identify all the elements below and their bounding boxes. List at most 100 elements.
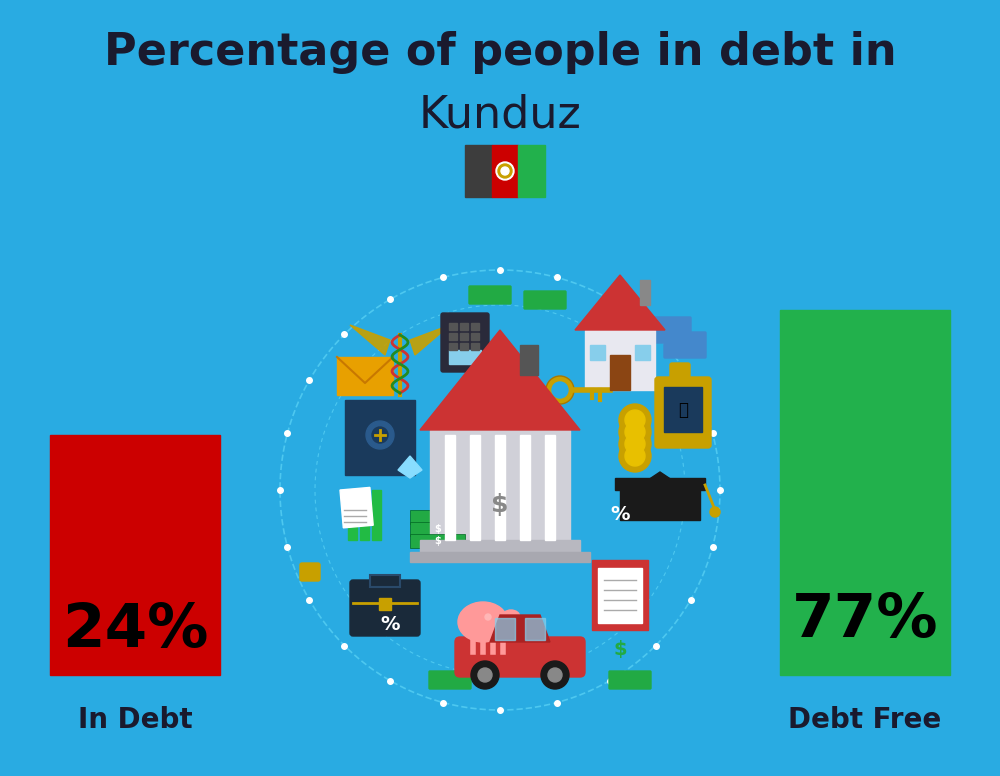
Bar <box>470 435 480 540</box>
Circle shape <box>552 382 568 398</box>
Circle shape <box>710 507 720 517</box>
Circle shape <box>625 422 645 442</box>
Text: $: $ <box>435 512 441 522</box>
Circle shape <box>478 668 492 682</box>
Circle shape <box>625 434 645 454</box>
Text: $: $ <box>613 640 627 660</box>
Circle shape <box>546 376 574 404</box>
Text: %: % <box>610 505 630 525</box>
Bar <box>445 435 455 540</box>
Bar <box>410 534 465 548</box>
Bar <box>460 333 468 340</box>
Bar <box>379 598 391 610</box>
Circle shape <box>366 421 394 449</box>
Bar <box>410 522 465 536</box>
Bar <box>471 343 479 350</box>
Text: Debt Free: Debt Free <box>788 706 942 734</box>
Circle shape <box>485 614 491 620</box>
Bar <box>598 568 642 623</box>
Polygon shape <box>420 330 580 430</box>
Circle shape <box>625 410 645 430</box>
Text: 24%: 24% <box>62 601 208 660</box>
Circle shape <box>619 440 651 472</box>
Bar <box>492 145 518 197</box>
Bar <box>592 560 648 630</box>
Bar <box>460 323 468 330</box>
Bar <box>525 618 545 640</box>
Bar <box>610 355 630 390</box>
Bar <box>640 280 650 305</box>
Text: Percentage of people in debt in: Percentage of people in debt in <box>104 30 896 74</box>
FancyBboxPatch shape <box>670 363 690 381</box>
Text: 77%: 77% <box>792 591 938 650</box>
Bar <box>495 618 515 640</box>
Text: %: % <box>380 615 400 635</box>
Bar <box>545 435 555 540</box>
Circle shape <box>541 661 569 689</box>
Bar <box>372 490 381 540</box>
FancyBboxPatch shape <box>441 313 489 372</box>
Bar <box>420 540 580 552</box>
FancyBboxPatch shape <box>609 671 651 689</box>
Bar <box>520 435 530 540</box>
Bar <box>348 520 357 540</box>
Bar <box>449 323 457 330</box>
Bar <box>471 333 479 340</box>
Bar <box>345 400 415 475</box>
Polygon shape <box>645 472 675 492</box>
Circle shape <box>619 428 651 460</box>
Bar <box>449 350 481 364</box>
Polygon shape <box>350 325 390 355</box>
Bar <box>50 435 220 675</box>
Polygon shape <box>490 615 550 642</box>
FancyBboxPatch shape <box>429 671 471 689</box>
Bar <box>360 505 369 540</box>
Bar <box>465 145 492 197</box>
Text: $: $ <box>435 536 441 546</box>
Ellipse shape <box>458 602 508 642</box>
Bar <box>590 345 605 360</box>
Circle shape <box>496 162 514 180</box>
Bar <box>460 343 468 350</box>
Bar <box>471 323 479 330</box>
Text: In Debt: In Debt <box>78 706 192 734</box>
FancyBboxPatch shape <box>300 563 320 581</box>
Bar <box>635 345 650 360</box>
FancyBboxPatch shape <box>455 637 585 677</box>
Polygon shape <box>398 456 422 478</box>
Circle shape <box>471 661 499 689</box>
Bar <box>370 575 400 587</box>
Polygon shape <box>615 478 705 490</box>
Text: $: $ <box>491 493 509 517</box>
Bar <box>340 487 373 528</box>
Bar <box>495 435 505 540</box>
Bar <box>410 510 465 524</box>
Bar <box>449 343 457 350</box>
FancyBboxPatch shape <box>655 377 711 448</box>
FancyBboxPatch shape <box>524 291 566 309</box>
Text: 🏦: 🏦 <box>678 401 688 419</box>
Circle shape <box>619 404 651 436</box>
Circle shape <box>619 416 651 448</box>
Polygon shape <box>410 325 450 355</box>
Bar <box>518 145 545 197</box>
Bar <box>780 310 950 675</box>
Circle shape <box>372 427 388 443</box>
FancyBboxPatch shape <box>350 580 420 636</box>
Circle shape <box>625 446 645 466</box>
Polygon shape <box>575 275 665 330</box>
Circle shape <box>501 167 509 175</box>
Bar <box>520 345 538 375</box>
FancyBboxPatch shape <box>649 317 691 343</box>
Bar <box>449 333 457 340</box>
Bar <box>337 357 393 395</box>
Bar <box>410 552 590 562</box>
Bar <box>430 430 570 540</box>
Ellipse shape <box>502 610 520 624</box>
FancyBboxPatch shape <box>664 332 706 358</box>
Bar <box>620 490 700 520</box>
Circle shape <box>548 668 562 682</box>
Text: Kunduz: Kunduz <box>419 93 581 137</box>
Circle shape <box>498 164 512 178</box>
Bar <box>585 330 655 390</box>
